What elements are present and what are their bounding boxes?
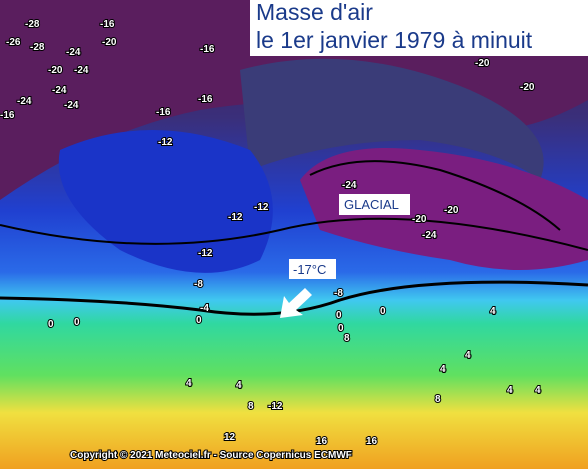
contour-label: 4 [490,306,496,317]
contour-label: -16 [200,44,215,55]
contour-label: 8 [435,394,441,405]
contour-label: -8 [194,279,203,290]
contour-label: -28 [25,19,40,30]
title: Masse d'air [256,0,373,25]
contour-label: 8 [344,333,350,344]
contour-line [309,160,561,231]
contour-label: 12 [224,432,236,443]
contour-label: 0 [48,319,54,330]
contour-label: -24 [64,100,79,111]
contour-label: -28 [30,42,45,53]
contour-label: 0 [74,317,80,328]
contour-label: -8 [334,288,343,299]
label-box [289,259,336,279]
title: le 1er janvier 1979 à minuit [256,27,533,53]
contour-label: -12 [254,202,269,213]
glacial-label: GLACIAL [344,197,399,212]
contour-label: 4 [236,380,242,391]
contour-label: -20 [520,82,535,93]
contour-label: -24 [342,180,357,191]
contour-label: 4 [507,385,513,396]
label-box [339,194,410,215]
contour-labels: -28 -16-26 -28 -20-24 -16-20 -24-24-24 -16-16-… [0,18,542,448]
contour-label: -12 [268,401,283,412]
contour-label: -12 [228,212,243,223]
contour-label: 0 [338,323,344,334]
contour-label: -24 [74,65,89,76]
contour-label: 0 [336,310,342,321]
title-box [250,0,588,56]
contour-label: -24 [66,47,81,58]
contour-label: 0 [380,306,386,317]
contour-label: -16 [0,110,15,121]
glacial-region [300,148,588,270]
contour-label: -16 [198,94,213,105]
contour-label: 4 [186,378,192,389]
contour-label: -20 [475,58,490,69]
contour-label: 8 [248,401,254,412]
contour-label: -24 [17,96,32,107]
contour-label: 4 [465,350,471,361]
contour-label: 4 [535,385,541,396]
contour-label: 16 [316,436,328,447]
contour-label: 16 [366,436,378,447]
contour-label: -20 [412,214,427,225]
blue-region [58,130,273,273]
contour-label: -20 [102,37,117,48]
temperature-label: -17°C [293,262,326,277]
contour-label: -12 [198,248,213,259]
copyright: Copyright © 2021 Meteociel.fr - Source C… [70,450,352,461]
contour-label: -24 [52,85,67,96]
contour-label: -4 [200,303,209,314]
contour-label: -26 [6,37,21,48]
contour-label: -24 [422,230,437,241]
contour-label: 4 [440,364,446,375]
contour-label: -12 [158,137,173,148]
contour-label: -16 [100,19,115,30]
contour-label: 0 [196,315,202,326]
contour-label: -16 [156,107,171,118]
arrow [280,288,312,318]
land-region [240,58,544,180]
contour-label: -20 [444,205,459,216]
contour-line [0,217,588,251]
contour-line [0,280,588,316]
contour-label: -20 [48,65,63,76]
